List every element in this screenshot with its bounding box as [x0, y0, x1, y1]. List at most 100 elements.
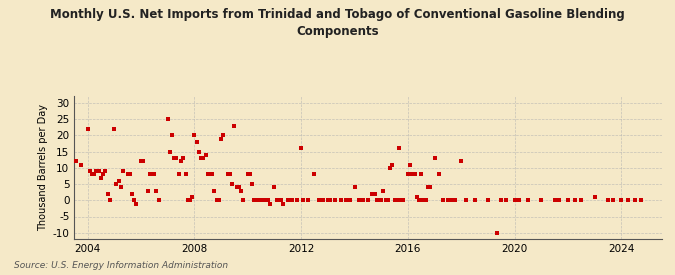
Point [244, 172, 255, 177]
Point [258, 198, 269, 202]
Point [236, 188, 246, 193]
Point [151, 188, 162, 193]
Point [136, 159, 146, 163]
Point [589, 195, 600, 199]
Point [180, 172, 191, 177]
Point [402, 172, 413, 177]
Point [249, 198, 260, 202]
Text: Source: U.S. Energy Information Administration: Source: U.S. Energy Information Administ… [14, 260, 227, 270]
Point [421, 198, 431, 202]
Point [496, 198, 507, 202]
Point [438, 198, 449, 202]
Point [247, 182, 258, 186]
Point [231, 185, 242, 189]
Point [229, 123, 240, 128]
Point [256, 198, 267, 202]
Point [629, 198, 640, 202]
Point [385, 166, 396, 170]
Point [124, 172, 135, 177]
Point [282, 198, 293, 202]
Point [200, 153, 211, 157]
Point [387, 162, 398, 167]
Point [398, 198, 409, 202]
Point [173, 172, 184, 177]
Point [102, 192, 113, 196]
Point [142, 188, 153, 193]
Y-axis label: Thousand Barrels per Day: Thousand Barrels per Day [38, 104, 49, 231]
Point [309, 172, 320, 177]
Point [111, 182, 122, 186]
Point [196, 156, 207, 160]
Point [608, 198, 618, 202]
Point [522, 198, 533, 202]
Point [198, 156, 209, 160]
Point [425, 185, 435, 189]
Point [218, 133, 229, 138]
Point [129, 198, 140, 202]
Point [407, 172, 418, 177]
Point [287, 198, 298, 202]
Point [434, 172, 445, 177]
Point [450, 198, 460, 202]
Point [93, 169, 104, 173]
Point [76, 162, 86, 167]
Point [636, 198, 647, 202]
Point [117, 169, 128, 173]
Point [105, 198, 115, 202]
Point [447, 198, 458, 202]
Point [460, 198, 471, 202]
Point [500, 198, 511, 202]
Point [409, 172, 420, 177]
Point [423, 185, 433, 189]
Point [194, 149, 205, 154]
Point [392, 198, 402, 202]
Point [335, 198, 346, 202]
Point [169, 156, 180, 160]
Point [296, 146, 306, 150]
Point [383, 198, 394, 202]
Point [189, 133, 200, 138]
Point [100, 169, 111, 173]
Point [165, 149, 176, 154]
Point [414, 198, 425, 202]
Point [215, 136, 226, 141]
Point [623, 198, 634, 202]
Point [138, 159, 148, 163]
Point [187, 195, 198, 199]
Point [554, 198, 565, 202]
Point [242, 172, 253, 177]
Point [171, 156, 182, 160]
Point [340, 198, 351, 202]
Point [302, 198, 313, 202]
Point [269, 185, 280, 189]
Point [536, 198, 547, 202]
Point [122, 172, 133, 177]
Point [144, 172, 155, 177]
Point [167, 133, 178, 138]
Point [443, 198, 454, 202]
Point [184, 198, 195, 202]
Point [349, 185, 360, 189]
Point [549, 198, 560, 202]
Point [354, 198, 364, 202]
Point [211, 198, 222, 202]
Point [509, 198, 520, 202]
Point [178, 156, 188, 160]
Point [263, 198, 273, 202]
Point [222, 172, 233, 177]
Point [291, 198, 302, 202]
Point [176, 159, 186, 163]
Point [261, 198, 271, 202]
Point [209, 188, 220, 193]
Point [563, 198, 574, 202]
Point [213, 198, 224, 202]
Point [89, 172, 100, 177]
Point [131, 201, 142, 206]
Point [227, 182, 238, 186]
Text: Monthly U.S. Net Imports from Trinidad and Tobago of Conventional Gasoline Blend: Monthly U.S. Net Imports from Trinidad a… [50, 8, 625, 38]
Point [616, 198, 627, 202]
Point [323, 198, 333, 202]
Point [318, 198, 329, 202]
Point [62, 159, 73, 163]
Point [271, 198, 282, 202]
